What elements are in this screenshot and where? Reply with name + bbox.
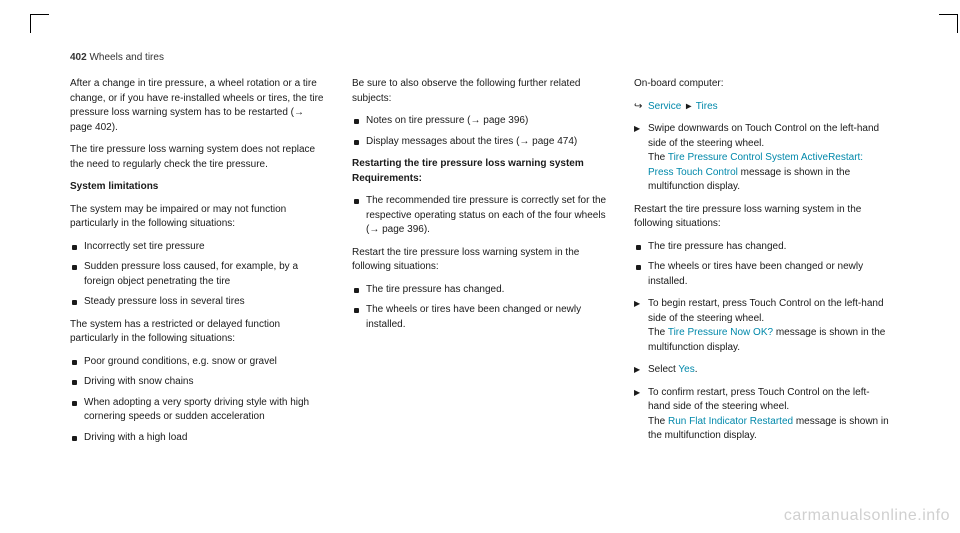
- chevron-icon: ▸: [686, 101, 691, 112]
- paragraph: The system has a restricted or delayed f…: [70, 318, 326, 347]
- crop-mark-tl: [30, 14, 49, 33]
- list-item: Driving with a high load: [70, 431, 326, 446]
- bullet-list: The tire pressure has changed. The wheel…: [352, 283, 608, 333]
- heading: Requirements:: [352, 172, 608, 187]
- action-text: To confirm restart, press Touch Control …: [648, 387, 870, 413]
- action-step: Select Yes.: [634, 363, 890, 378]
- bullet-list: The recommended tire pressure is correct…: [352, 194, 608, 238]
- column-2: Be sure to also observe the following fu…: [352, 77, 608, 453]
- list-item: The recommended tire pressure is correct…: [352, 194, 608, 238]
- column-3: On-board computer: Service ▸ Tires Swipe…: [634, 77, 890, 453]
- bullet-list: Notes on tire pressure (→ page 396) Disp…: [352, 114, 608, 149]
- action-text: To begin restart, press Touch Control on…: [648, 298, 884, 324]
- message-link: Tire Pressure Now OK?: [668, 327, 773, 338]
- list-item: Steady pressure loss in several tires: [70, 295, 326, 310]
- list-item: Driving with snow chains: [70, 375, 326, 390]
- bullet-list: Incorrectly set tire pressure Sudden pre…: [70, 240, 326, 310]
- paragraph: On-board computer:: [634, 77, 890, 92]
- crop-mark-tr: [939, 14, 958, 33]
- paragraph: The tire pressure loss warning system do…: [70, 143, 326, 172]
- paragraph: Restart the tire pressure loss warning s…: [352, 246, 608, 275]
- page-number: 402: [70, 52, 87, 63]
- paragraph: The system may be impaired or may not fu…: [70, 203, 326, 232]
- page-content: 402 Wheels and tires After a change in t…: [0, 0, 960, 473]
- list-item: When adopting a very sporty driving styl…: [70, 396, 326, 425]
- action-step: Swipe downwards on Touch Control on the …: [634, 122, 890, 195]
- list-item: The wheels or tires have been changed or…: [634, 260, 890, 289]
- nav-service: Service: [648, 101, 681, 112]
- page-header: 402 Wheels and tires: [70, 52, 890, 63]
- bullet-list: Poor ground conditions, e.g. snow or gra…: [70, 355, 326, 446]
- action-step: To begin restart, press Touch Control on…: [634, 297, 890, 355]
- column-1: After a change in tire pressure, a wheel…: [70, 77, 326, 453]
- columns: After a change in tire pressure, a wheel…: [70, 77, 890, 453]
- watermark: carmanualsonline.info: [784, 507, 950, 525]
- action-text: .: [695, 364, 698, 375]
- action-text: The: [648, 416, 668, 427]
- nav-tires: Tires: [696, 101, 718, 112]
- paragraph: Restart the tire pressure loss warning s…: [634, 203, 890, 232]
- list-item: The wheels or tires have been changed or…: [352, 303, 608, 332]
- action-text: Swipe downwards on Touch Control on the …: [648, 123, 879, 149]
- section-title: Wheels and tires: [89, 52, 163, 63]
- message-link: Yes: [678, 364, 694, 375]
- list-item: Display messages about the tires (→ page…: [352, 135, 608, 150]
- heading: System limitations: [70, 180, 326, 195]
- message-link: Run Flat Indicator Restarted: [668, 416, 793, 427]
- list-item: The tire pressure has changed.: [352, 283, 608, 298]
- action-text: The: [648, 152, 668, 163]
- heading: Restarting the tire pressure loss warnin…: [352, 157, 608, 172]
- paragraph: Be sure to also observe the following fu…: [352, 77, 608, 106]
- list-item: Notes on tire pressure (→ page 396): [352, 114, 608, 129]
- action-text: Select: [648, 364, 678, 375]
- nav-path: Service ▸ Tires: [634, 100, 890, 115]
- list-item: The tire pressure has changed.: [634, 240, 890, 255]
- action-step: To confirm restart, press Touch Control …: [634, 386, 890, 444]
- list-item: Poor ground conditions, e.g. snow or gra…: [70, 355, 326, 370]
- action-text: The: [648, 327, 668, 338]
- paragraph: After a change in tire pressure, a wheel…: [70, 77, 326, 135]
- bullet-list: The tire pressure has changed. The wheel…: [634, 240, 890, 290]
- list-item: Incorrectly set tire pressure: [70, 240, 326, 255]
- list-item: Sudden pressure loss caused, for example…: [70, 260, 326, 289]
